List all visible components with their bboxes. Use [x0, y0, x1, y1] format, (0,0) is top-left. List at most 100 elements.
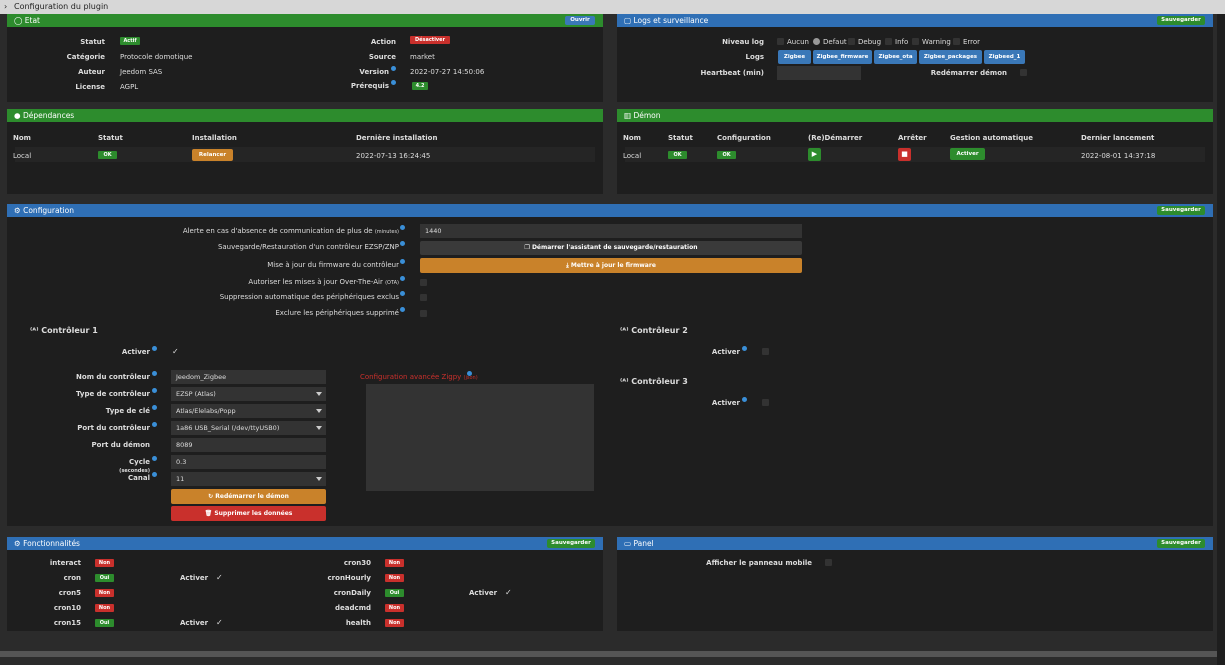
radio-warning[interactable] [912, 38, 919, 45]
help-icon[interactable] [400, 259, 405, 264]
log-zigbee-firmware-button[interactable]: Zigbee_firmware [813, 50, 872, 64]
help-icon[interactable] [152, 346, 157, 351]
help-icon[interactable] [742, 397, 747, 402]
deps-col-last: Dernière installation [356, 134, 438, 142]
deps-panel: ● Dépendances Nom Statut Installation De… [7, 109, 603, 194]
backup-button[interactable]: ❐ Démarrer l'assistant de sauvegarde/res… [420, 241, 802, 255]
log-zigbee-packages-button[interactable]: Zigbee_packages [919, 50, 982, 64]
check-icon[interactable]: ✓ [505, 588, 512, 597]
delete-data-button[interactable]: 🗑 Supprimer les données [171, 506, 326, 521]
c3-active-checkbox[interactable] [762, 399, 769, 406]
open-button[interactable]: Ouvrir [565, 16, 595, 25]
adv-config-textarea[interactable] [366, 384, 594, 491]
port-ctrl-select[interactable]: 1a86 USB_Serial (/dev/ttyUSB0) [171, 421, 326, 435]
level-error-label: Error [963, 38, 981, 46]
help-icon[interactable] [400, 307, 405, 312]
relancer-button[interactable]: Relancer [192, 149, 233, 161]
vertical-scrollbar[interactable] [1217, 14, 1225, 665]
restart-daemon-button[interactable]: ↻ Redémarrer le démon [171, 489, 326, 504]
help-icon[interactable] [400, 276, 405, 281]
categorie-label: Catégorie [66, 53, 105, 61]
copy-icon: ❐ [524, 244, 532, 251]
help-icon[interactable] [152, 456, 157, 461]
panel-save-button[interactable]: Sauvegarder [1157, 539, 1205, 548]
config-save-button[interactable]: Sauvegarder [1157, 206, 1205, 215]
radio-info[interactable] [885, 38, 892, 45]
canal-label: Canal [128, 474, 150, 482]
help-icon[interactable] [152, 422, 157, 427]
radio-debug[interactable] [848, 38, 855, 45]
radio-error[interactable] [953, 38, 960, 45]
firmware-button[interactable]: ⤓ Mettre à jour le firmware [420, 258, 802, 273]
log-zigbee-button[interactable]: Zigbee [778, 50, 811, 64]
version-value: 2022-07-27 14:50:06 [410, 68, 485, 76]
stop-button[interactable]: ■ [898, 148, 911, 161]
etat-title: Etat [24, 16, 40, 25]
help-icon[interactable] [742, 346, 747, 351]
deps-header: ● Dépendances [7, 109, 603, 122]
suppr-auto-checkbox[interactable] [420, 294, 427, 301]
c2-active-checkbox[interactable] [762, 348, 769, 355]
logs-save-button[interactable]: Sauvegarder [1157, 16, 1205, 25]
deps-col-nom: Nom [13, 134, 31, 142]
cycle-label: Cycle (secondes) [119, 458, 150, 474]
exclure-checkbox[interactable] [420, 310, 427, 317]
bank-icon: ▥ [624, 111, 634, 120]
play-button[interactable]: ▶ [808, 148, 821, 161]
heartbeat-input[interactable] [777, 66, 861, 80]
type-ctrl-select[interactable]: EZSP (Atlas) [171, 387, 326, 401]
mobile-panel-checkbox[interactable] [825, 559, 832, 566]
radio-aucun[interactable] [777, 38, 784, 45]
help-icon[interactable] [152, 371, 157, 376]
level-defaut-label: Defaut [823, 38, 847, 46]
fonct-save-button[interactable]: Sauvegarder [547, 539, 595, 548]
alerte-input[interactable]: 1440 [420, 224, 802, 238]
nom-ctrl-input[interactable]: Jeedom_Zigbee [171, 370, 326, 384]
controller2-title: ⁽ᴬ⁾ Contrôleur 2 [620, 326, 688, 335]
deps-col-statut: Statut [98, 134, 123, 142]
help-icon[interactable] [400, 225, 405, 230]
port-demon-label: Port du démon [91, 441, 150, 449]
panel-panel: ▭ Panel Sauvegarder Afficher le panneau … [617, 537, 1213, 631]
check-icon[interactable]: ✓ [216, 573, 223, 582]
help-icon[interactable] [391, 80, 396, 85]
fonct-cron15-active-label: Activer [180, 619, 209, 627]
help-icon[interactable] [391, 66, 396, 71]
gestion-activer-button[interactable]: Activer [950, 148, 985, 160]
help-icon[interactable] [152, 472, 157, 477]
help-icon[interactable] [400, 291, 405, 296]
help-icon[interactable] [152, 405, 157, 410]
fonct-health-badge: Non [385, 619, 404, 627]
fonct-cron15-badge: Oui [95, 619, 114, 627]
log-zigbee-ota-button[interactable]: Zigbee_ota [874, 50, 917, 64]
antenna-icon: ⁽ᴬ⁾ [30, 326, 42, 335]
demon-col-stop: Arrêter [898, 134, 927, 142]
file-icon: ▢ [624, 16, 634, 25]
fonct-cron10-badge: Non [95, 604, 114, 612]
source-value: market [410, 53, 435, 61]
port-demon-input[interactable]: 8089 [171, 438, 326, 452]
desactiver-button[interactable]: Désactiver [410, 36, 450, 44]
categorie-value: Protocole domotique [120, 53, 193, 61]
prereq-label: Prérequis [350, 82, 389, 90]
restart-daemon-checkbox[interactable] [1020, 69, 1027, 76]
fonct-cron-active-label: Activer [180, 574, 209, 582]
radio-defaut[interactable] [813, 38, 820, 45]
deps-statut-badge: OK [98, 151, 117, 159]
check-icon[interactable]: ✓ [216, 618, 223, 627]
cycle-input[interactable]: 0.3 [171, 455, 326, 469]
fonct-interact-badge: Non [95, 559, 114, 567]
demon-col-nom: Nom [623, 134, 641, 142]
log-zigbeed-button[interactable]: Zigbeed_1 [984, 50, 1025, 64]
c1-active-check-icon[interactable]: ✓ [172, 347, 179, 356]
help-icon[interactable] [467, 371, 472, 376]
type-cle-select[interactable]: Atlas/Elelabs/Popp [171, 404, 326, 418]
canal-select[interactable]: 11 [171, 472, 326, 486]
exclure-label: Exclure les périphériques supprimé [275, 309, 399, 317]
help-icon[interactable] [152, 388, 157, 393]
fonct-crondaily-badge: Oui [385, 589, 404, 597]
ota-checkbox[interactable] [420, 279, 427, 286]
horizontal-scrollbar[interactable] [0, 651, 1217, 657]
help-icon[interactable] [400, 241, 405, 246]
window-title: Configuration du plugin [14, 2, 109, 11]
